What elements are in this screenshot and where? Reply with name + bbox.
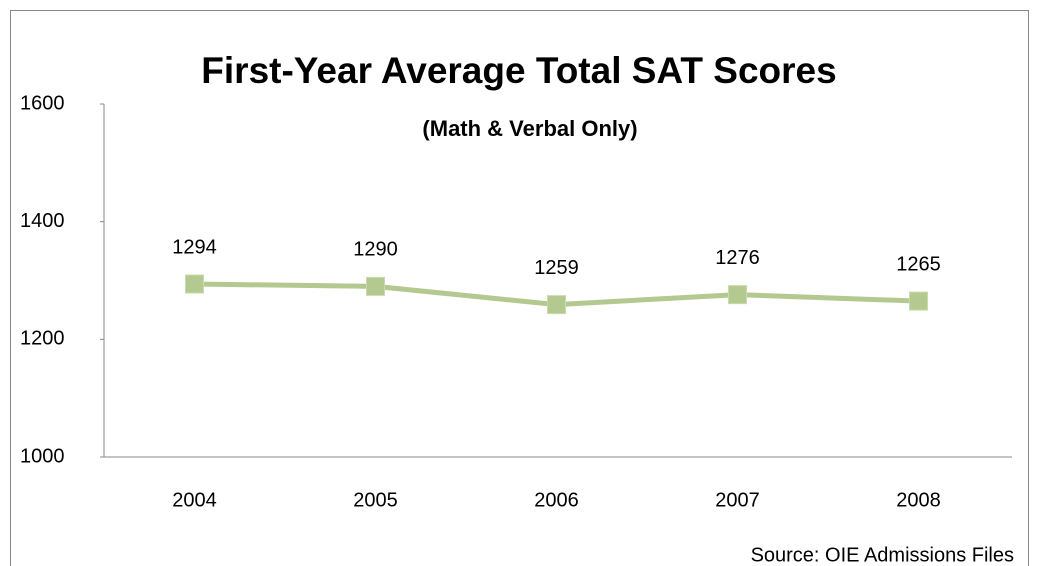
data-point [547,295,566,315]
data-label: 1276 [715,247,760,269]
x-tick-label: 2006 [534,489,579,511]
chart-title: First-Year Average Total SAT Scores [201,50,836,91]
y-tick-label: 1400 [20,210,65,232]
y-tick-label: 1200 [20,328,65,350]
data-point [909,291,928,311]
chart-frame [10,10,1029,566]
data-label: 1259 [534,257,579,279]
data-point [728,285,747,305]
data-label: 1290 [353,239,398,261]
data-point [185,274,204,294]
x-tick-label: 2004 [172,489,217,511]
y-tick-label: 1000 [20,445,65,467]
source-note: Source: OIE Admissions Files [751,544,1014,566]
data-label: 1294 [172,236,217,258]
x-tick-label: 2008 [896,489,941,511]
x-tick-label: 2005 [353,489,398,511]
chart-subtitle: (Math & Verbal Only) [422,116,637,141]
x-tick-label: 2007 [715,489,760,511]
y-tick-label: 1600 [20,92,65,114]
data-label: 1265 [896,253,941,275]
data-point [366,276,385,296]
